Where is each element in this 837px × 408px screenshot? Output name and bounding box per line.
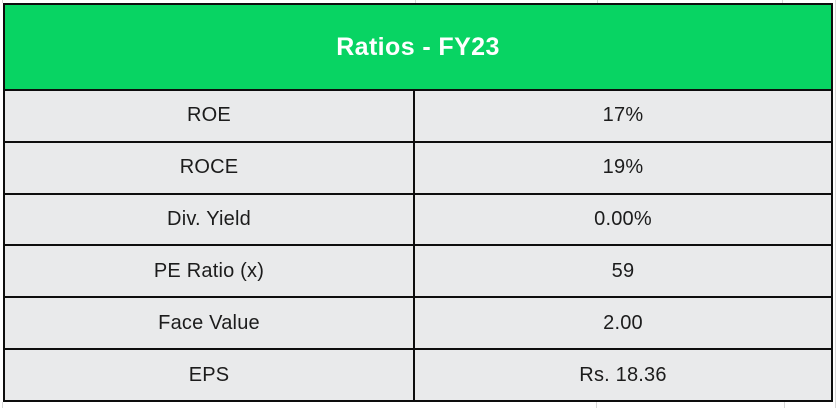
- table-row: Face Value 2.00: [5, 296, 831, 349]
- metric-value-cell[interactable]: 0.00%: [415, 195, 831, 245]
- metric-value: 19%: [602, 156, 644, 179]
- ratios-table: Ratios - FY23 ROE 17% ROCE 19% Div. Yiel…: [3, 3, 833, 402]
- metric-label-cell[interactable]: ROE: [5, 91, 415, 141]
- spreadsheet-gridline: [2, 402, 3, 408]
- metric-label: EPS: [188, 363, 230, 386]
- spreadsheet-gridline: [784, 402, 785, 408]
- metric-label: ROE: [187, 104, 231, 127]
- metric-value: 59: [611, 259, 635, 282]
- metric-label: Div. Yield: [167, 208, 251, 231]
- metric-value-cell[interactable]: 17%: [415, 91, 831, 141]
- table-row: ROCE 19%: [5, 140, 831, 193]
- table-row: EPS Rs. 18.36: [5, 348, 831, 400]
- spreadsheet-gridline: [415, 0, 416, 3]
- spreadsheet-gridline: [2, 0, 3, 3]
- table-row: ROE 17%: [5, 89, 831, 141]
- metric-label-cell[interactable]: PE Ratio (x): [5, 246, 415, 297]
- metric-value-cell[interactable]: 59: [415, 246, 831, 296]
- spreadsheet-gridline: [835, 0, 836, 408]
- metric-label: ROCE: [179, 156, 239, 179]
- metric-value: 0.00%: [594, 208, 652, 231]
- table-row: Div. Yield 0.00%: [5, 192, 831, 245]
- metric-label: Face Value: [158, 311, 260, 334]
- metric-value-cell[interactable]: 2.00: [415, 298, 831, 348]
- metric-value-cell[interactable]: 19%: [415, 143, 831, 193]
- table-title: Ratios - FY23: [336, 32, 500, 61]
- metric-value: Rs. 18.36: [579, 363, 667, 386]
- spreadsheet-gridline: [597, 0, 598, 3]
- spreadsheet-gridline: [596, 402, 597, 408]
- table-header: Ratios - FY23: [5, 5, 831, 89]
- metric-label-cell[interactable]: Div. Yield: [5, 194, 415, 245]
- metric-label-cell[interactable]: Face Value: [5, 298, 415, 349]
- metric-label-cell[interactable]: EPS: [5, 350, 415, 400]
- metric-label-cell[interactable]: ROCE: [5, 142, 415, 193]
- metric-value-cell[interactable]: Rs. 18.36: [415, 350, 831, 400]
- metric-value: 17%: [602, 104, 644, 127]
- metric-value: 2.00: [603, 311, 643, 334]
- metric-label: PE Ratio (x): [153, 259, 265, 282]
- spreadsheet-gridline: [782, 0, 783, 3]
- table-row: PE Ratio (x) 59: [5, 244, 831, 297]
